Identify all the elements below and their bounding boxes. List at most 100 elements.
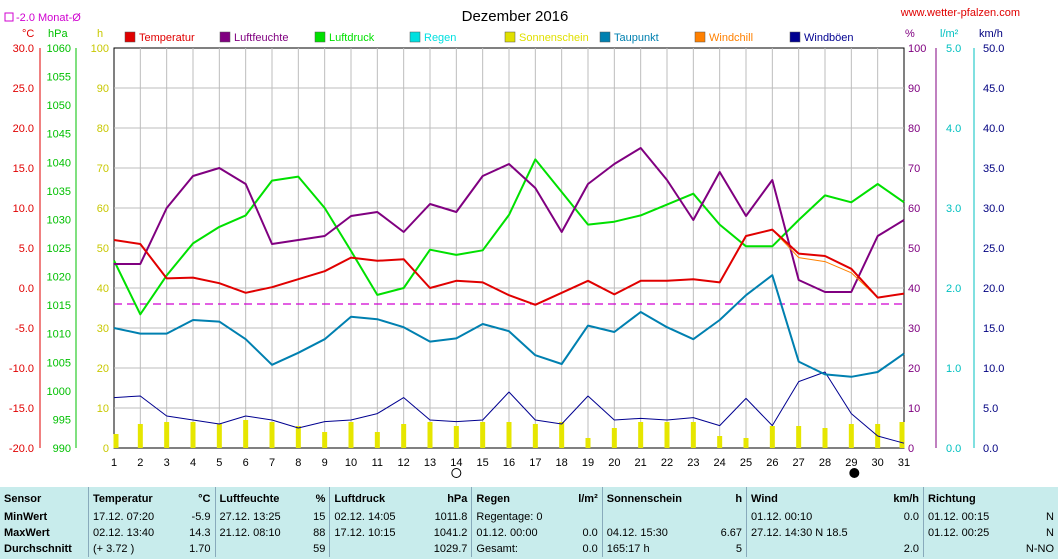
- row-label: MinWert: [4, 511, 48, 523]
- cell: 88: [313, 527, 326, 539]
- day-tick-label: 26: [766, 457, 778, 469]
- temp-tick-label: 0.0: [19, 283, 34, 295]
- cell: [923, 541, 1013, 557]
- legend-swatch: [694, 31, 706, 43]
- site-link[interactable]: www.wetter-pfalzen.com: [900, 7, 1020, 19]
- stats-header: Richtung: [923, 487, 1013, 509]
- stats-row-max: MaxWert 02.12. 13:40 14.3 21.12. 08:10 8…: [0, 525, 1058, 541]
- pressure-tick-label: 990: [53, 443, 71, 455]
- sun-tick-label: 10: [97, 403, 109, 415]
- cell: 27.12. 14:30 N 18.5: [746, 525, 881, 541]
- stats-header: Sensor: [4, 493, 42, 505]
- new-moon-icon: [849, 468, 860, 478]
- humidity-tick-label: 10: [908, 403, 920, 415]
- stats-header: l/m²: [578, 493, 598, 505]
- cell: N-NO: [1025, 543, 1054, 555]
- cell: 04.12. 15:30: [601, 525, 709, 541]
- sunshine-bar: [796, 426, 802, 448]
- pressure-tick-label: 1020: [47, 272, 71, 284]
- temp-unit-label: °C: [22, 28, 34, 40]
- cell: N: [1046, 511, 1054, 523]
- sunshine-bar: [638, 422, 644, 448]
- cell: 165:17 h: [601, 541, 709, 557]
- cell: 0.0: [903, 511, 920, 523]
- day-tick-label: 28: [819, 457, 831, 469]
- day-tick-label: 31: [898, 457, 910, 469]
- day-tick-label: 21: [635, 457, 647, 469]
- legend-swatch: [599, 31, 611, 43]
- day-tick-label: 14: [450, 457, 462, 469]
- sun-tick-label: 0: [103, 443, 109, 455]
- stats-header: Regen: [471, 487, 567, 509]
- temp-tick-label: -15.0: [9, 403, 34, 415]
- row-label: Durchschnitt: [4, 543, 72, 555]
- sunshine-bar: [690, 422, 696, 448]
- sun-unit-label: h: [97, 28, 103, 40]
- humidity-tick-label: 80: [908, 123, 920, 135]
- wind-tick-label: 50.0: [983, 43, 1004, 55]
- cell: 27.12. 13:25: [214, 509, 304, 525]
- legend-swatch: [314, 31, 326, 43]
- sunshine-bar: [427, 422, 433, 448]
- sunshine-bar: [269, 422, 275, 448]
- wind-tick-label: 25.0: [983, 243, 1004, 255]
- day-tick-label: 22: [661, 457, 673, 469]
- cell: -5.9: [191, 511, 211, 523]
- cell: 17.12. 07:20: [88, 509, 177, 525]
- stats-header: Wind: [746, 487, 881, 509]
- temp-tick-label: 20.0: [13, 123, 34, 135]
- cell: [709, 509, 747, 525]
- humidity-unit-label: %: [905, 28, 915, 40]
- temp-tick-label: 25.0: [13, 83, 34, 95]
- day-tick-label: 19: [582, 457, 594, 469]
- pressure-tick-label: 1015: [47, 300, 71, 312]
- sunshine-bar: [453, 426, 459, 448]
- humidity-tick-label: 100: [908, 43, 926, 55]
- temp-tick-label: -10.0: [9, 363, 34, 375]
- day-tick-label: 25: [740, 457, 752, 469]
- stats-header: km/h: [893, 493, 920, 505]
- sunshine-bar: [822, 428, 828, 448]
- x-axis: 1 2 3 4 5 6 7 8 9 10 11 12 13 14 15 16 17 18 19 20 21 22 23 24 2…: [111, 457, 910, 478]
- legend-item: Temperatur: [139, 32, 195, 44]
- pressure-tick-label: 1005: [47, 357, 71, 369]
- legend-item: Taupunkt: [614, 32, 659, 44]
- legend: Temperatur Luftfeuchte Luftdruck Regen Sonne…: [124, 31, 854, 44]
- rain-tick-label: 1.0: [946, 363, 961, 375]
- day-tick-label: 23: [687, 457, 699, 469]
- legend-swatch: [124, 31, 136, 43]
- sunshine-bar: [322, 432, 328, 448]
- legend-item: Regen: [424, 32, 456, 44]
- sunshine-bar: [137, 424, 143, 448]
- cell: 1041.2: [433, 527, 468, 539]
- sunshine-bar: [664, 422, 670, 448]
- stats-header: hPa: [447, 493, 468, 505]
- cell: 02.12. 13:40: [88, 525, 177, 541]
- cell: 01.12. 00:10: [746, 509, 881, 525]
- pressure-tick-label: 1060: [47, 43, 71, 55]
- wind-tick-label: 35.0: [983, 163, 1004, 175]
- legend-item: Luftdruck: [329, 32, 375, 44]
- sunshine-bar: [559, 422, 565, 448]
- sun-tick-label: 30: [97, 323, 109, 335]
- day-tick-label: 9: [322, 457, 328, 469]
- cell: 14.3: [189, 527, 211, 539]
- sunshine-bar: [585, 438, 591, 448]
- sunshine-bar: [769, 426, 775, 448]
- grid: [113, 47, 905, 449]
- series-line-luftdruck: [113, 158, 905, 316]
- cell: 1011.8: [434, 511, 468, 523]
- sunshine-bar: [848, 424, 854, 448]
- sun-tick-label: 80: [97, 123, 109, 135]
- stats-header: Luftfeuchte: [214, 487, 304, 509]
- cell: 2.0: [903, 543, 920, 555]
- sunshine-bars: [113, 420, 905, 448]
- day-tick-label: 24: [714, 457, 726, 469]
- humidity-tick-label: 70: [908, 163, 920, 175]
- full-moon-icon: [451, 468, 462, 478]
- cell: 1.70: [189, 543, 211, 555]
- humidity-tick-label: 50: [908, 243, 920, 255]
- cell: 59: [313, 543, 326, 555]
- sunshine-bar: [506, 422, 512, 448]
- temp-tick-label: 10.0: [13, 203, 34, 215]
